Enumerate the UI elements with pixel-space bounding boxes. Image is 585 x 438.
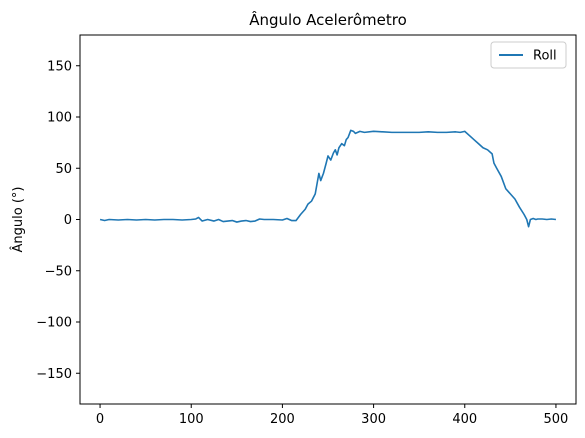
series-layer — [99, 129, 557, 228]
y-tick-label: −100 — [36, 316, 72, 331]
x-tick-label: 200 — [270, 412, 295, 427]
y-tick-label: 150 — [47, 59, 72, 74]
chart-title: Ângulo Acelerômetro — [249, 10, 407, 29]
y-tick-label: −150 — [36, 367, 72, 382]
y-axis-label: Ângulo (°) — [10, 187, 26, 253]
y-tick-label: −50 — [45, 264, 72, 279]
x-tick-label: 400 — [452, 412, 477, 427]
y-axis-ticks: −150 −100 −50 0 50 100 150 — [36, 59, 80, 382]
y-tick-label: 0 — [64, 213, 72, 228]
x-tick-label: 500 — [544, 412, 569, 427]
legend: Roll — [490, 41, 567, 69]
y-tick-label: 100 — [47, 111, 72, 126]
x-tick-label: 300 — [361, 412, 386, 427]
x-tick-label: 100 — [179, 412, 204, 427]
x-tick-label: 0 — [96, 412, 104, 427]
y-tick-label: 50 — [55, 162, 72, 177]
series-line-roll — [99, 129, 557, 228]
legend-box — [490, 41, 567, 69]
x-axis-ticks: 0 100 200 300 400 500 — [96, 404, 568, 427]
legend-label-roll: Roll — [533, 49, 557, 64]
